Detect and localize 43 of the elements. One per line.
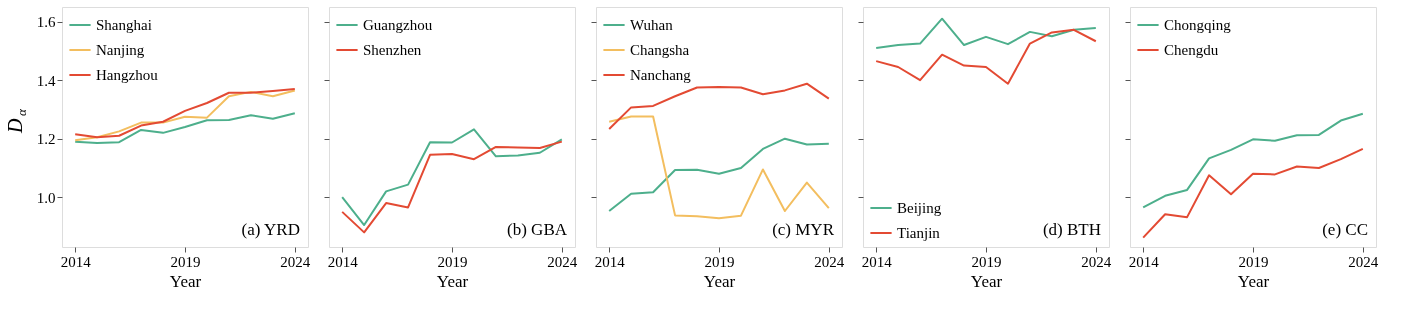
legend-label: Shenzhen [363, 42, 422, 58]
x-axis-title: Year [436, 271, 469, 291]
legend-label: Beijing [897, 200, 942, 216]
x-tick-label: 2024 [547, 253, 578, 270]
legend-label: Hangzhou [96, 67, 159, 83]
x-tick-label: 2019 [704, 253, 735, 270]
x-tick-label: 2024 [1348, 253, 1379, 270]
x-tick-label: 2024 [280, 253, 311, 270]
x-tick-label: 2014 [1128, 253, 1160, 270]
y-axis-title: Dα [4, 108, 29, 134]
x-tick-label: 2019 [437, 253, 468, 270]
x-tick-label: 2014 [594, 253, 626, 270]
x-axis-title: Year [703, 271, 736, 291]
legend-label: Chongqing [1164, 17, 1232, 33]
annotation: (b) GBA [507, 220, 568, 239]
legend-label: Wuhan [630, 17, 674, 33]
x-tick-label: 2019 [170, 253, 201, 270]
legend-label: Shanghai [96, 17, 152, 33]
annotation: (a) YRD [241, 220, 300, 239]
y-tick-label: 1.6 [36, 14, 56, 31]
annotation: (d) BTH [1042, 220, 1101, 239]
x-tick-label: 2024 [814, 253, 845, 270]
annotation: (c) MYR [772, 220, 835, 239]
legend-label: Chengdu [1164, 42, 1219, 58]
x-axis-title: Year [169, 271, 202, 291]
legend-label: Guangzhou [363, 17, 433, 33]
annotation: (e) CC [1322, 220, 1368, 239]
line-series [74, 112, 296, 145]
x-tick-label: 2014 [327, 253, 359, 270]
legend-label: Nanjing [96, 42, 145, 58]
y-tick-label: 1.2 [36, 131, 56, 148]
x-axis-title: Year [1237, 271, 1270, 291]
legend-label: Changsha [630, 42, 690, 58]
x-tick-label: 2024 [1081, 253, 1112, 270]
y-tick-label: 1.4 [36, 72, 56, 89]
x-axis-title: Year [970, 271, 1003, 291]
x-tick-label: 2014 [60, 253, 92, 270]
x-tick-label: 2019 [971, 253, 1002, 270]
legend-label: Tianjin [897, 225, 941, 241]
legend-label: Nanchang [630, 67, 692, 83]
x-tick-label: 2014 [861, 253, 893, 270]
y-tick-label: 1.0 [36, 189, 56, 206]
x-tick-label: 2019 [1238, 253, 1269, 270]
